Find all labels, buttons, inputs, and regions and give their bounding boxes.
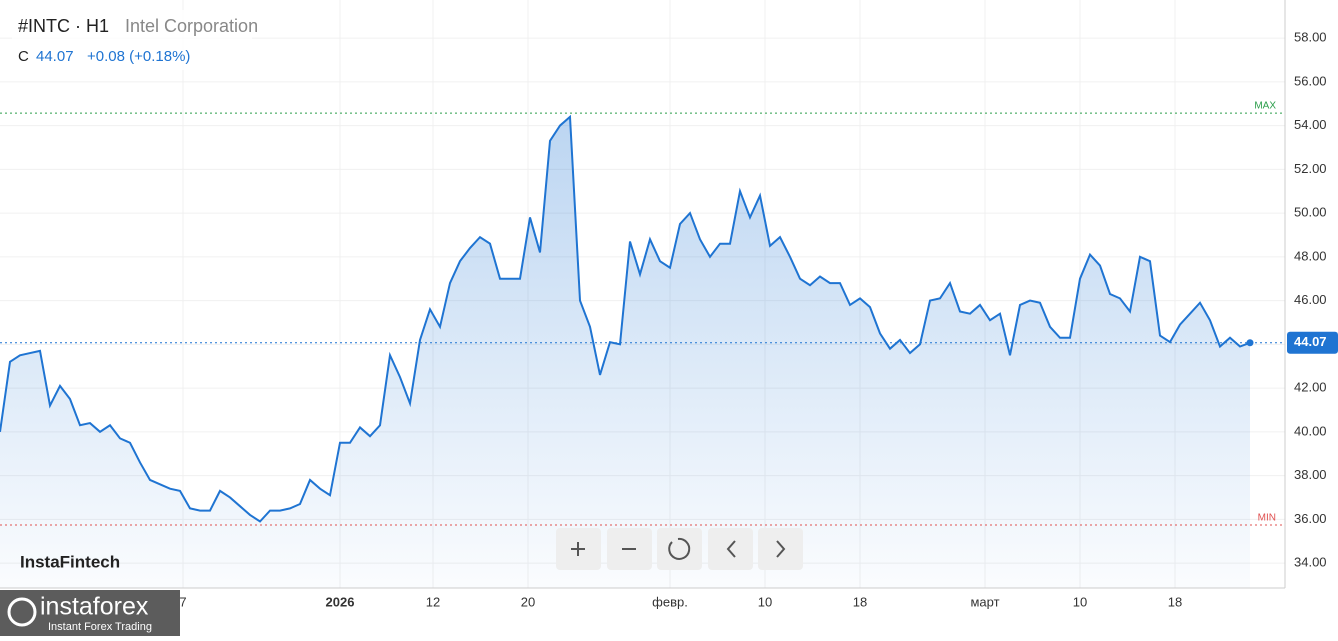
instrument-name: Intel Corporation (125, 16, 258, 36)
icon (668, 537, 691, 560)
x-tick-label: 10 (758, 594, 772, 609)
x-tick-label: 7 (179, 594, 186, 609)
x-tick-label: 18 (853, 594, 867, 609)
x-tick-label: 2026 (326, 594, 355, 609)
tagline: Instant Forex Trading (48, 621, 152, 633)
icon (571, 542, 585, 556)
close-label: C (18, 48, 29, 65)
x-tick-label: 10 (1073, 594, 1087, 609)
y-tick-label: 48.00 (1294, 248, 1327, 263)
x-tick-label: 12 (426, 594, 440, 609)
x-tick-label: 20 (521, 594, 535, 609)
change: +0.08 (+0.18%) (87, 48, 190, 65)
toolbar (556, 528, 803, 570)
close-value: 44.07 (36, 48, 74, 65)
y-tick-label: 56.00 (1294, 73, 1327, 88)
y-tick-label: 46.00 (1294, 292, 1327, 307)
reset[interactable] (657, 528, 702, 570)
level-label: MIN (1258, 513, 1276, 524)
icon (726, 540, 736, 558)
legend-bg (12, 10, 252, 70)
symbol: #INTC · H1 (18, 16, 109, 36)
y-tick-label: 42.00 (1294, 380, 1327, 395)
level-label: MAX (1254, 101, 1276, 112)
y-tick-label: 34.00 (1294, 555, 1327, 570)
x-tick-label: 18 (1168, 594, 1182, 609)
y-tick-label: 50.00 (1294, 205, 1327, 220)
y-tick-label: 40.00 (1294, 423, 1327, 438)
y-tick-label: 54.00 (1294, 117, 1327, 132)
icon (776, 540, 786, 558)
price-tag-label: 44.07 (1294, 334, 1327, 349)
y-tick-label: 38.00 (1294, 467, 1327, 482)
y-tick-label: 36.00 (1294, 511, 1327, 526)
price-line (0, 114, 1251, 523)
logo-bg (0, 590, 180, 636)
logo: instaforex (40, 593, 149, 621)
scroll-left[interactable] (708, 528, 753, 570)
y-tick-label: 52.00 (1294, 161, 1327, 176)
x-tick-label: март (970, 594, 999, 609)
y-tick-label: 58.00 (1294, 30, 1327, 45)
scroll-right[interactable] (758, 528, 803, 570)
area (0, 116, 1250, 588)
watermark: InstaFintech (20, 552, 120, 571)
logo-icon (7, 597, 37, 627)
price-tag (1287, 331, 1338, 354)
x-tick-label: февр. (652, 594, 688, 609)
